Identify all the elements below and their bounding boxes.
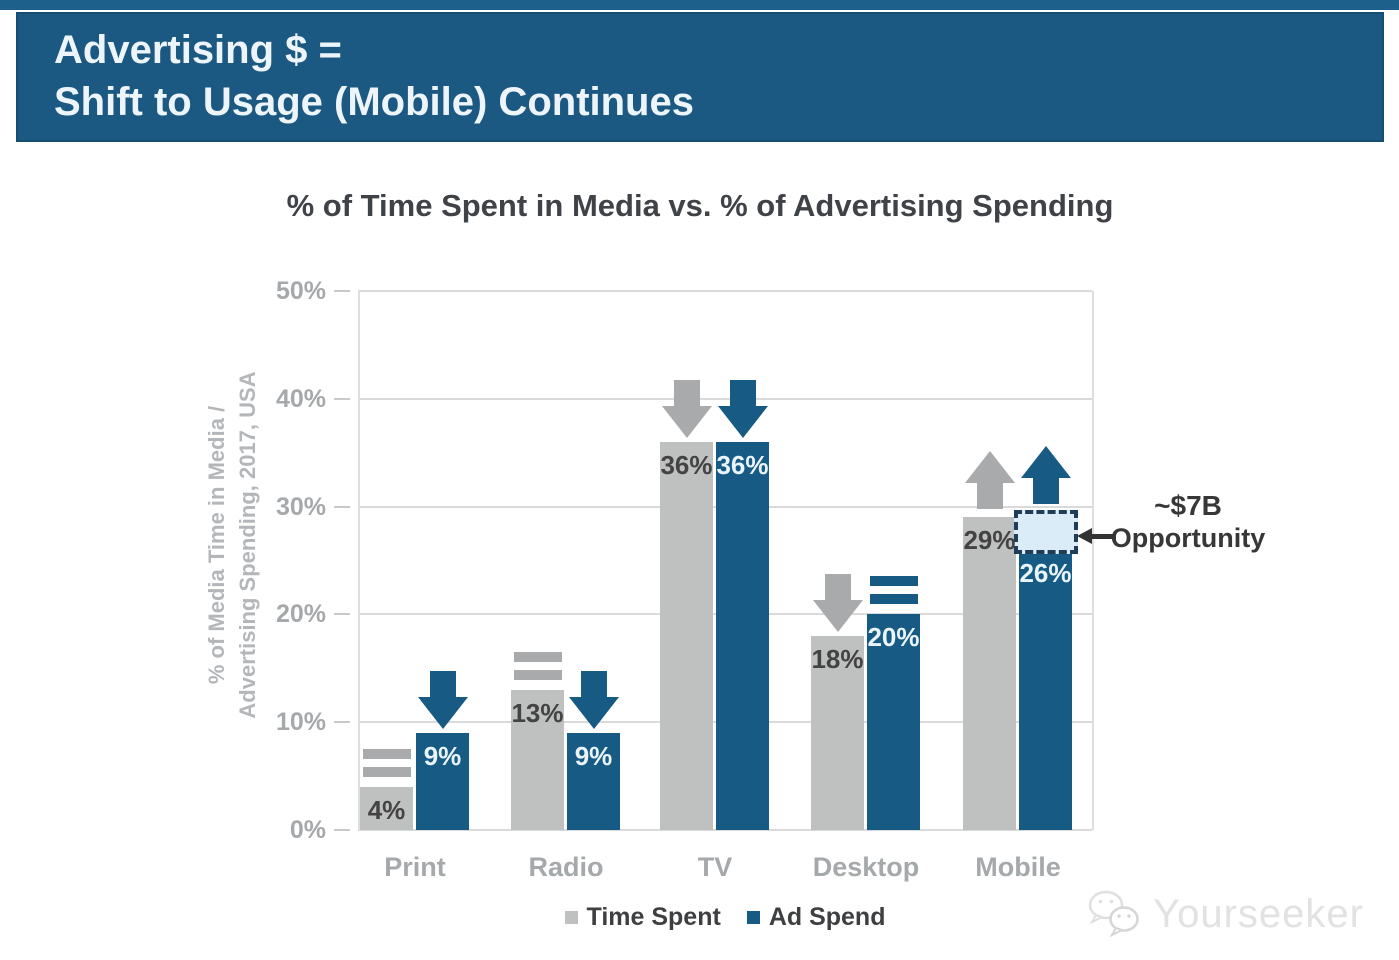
bar-value-time-spent-print: 4%	[367, 794, 406, 825]
category-label-mobile: Mobile	[975, 852, 1061, 882]
legend-label: Time Spent	[586, 903, 721, 931]
bar-time-spent-radio	[511, 689, 564, 830]
bar-value-ad-spend-print: 9%	[423, 740, 462, 771]
bar-ad-spend-radio	[567, 732, 620, 830]
gridline-50%	[358, 290, 1092, 292]
y-tick-mark	[334, 721, 350, 724]
bar-value-time-spent-desktop: 18%	[811, 643, 864, 674]
y-tick-label: 0%	[289, 816, 326, 844]
trend-ad-spend-radio-down-arrow-icon	[568, 670, 619, 729]
bar-value-ad-spend-tv: 36%	[716, 449, 769, 480]
equals-bar	[513, 669, 562, 680]
y-tick-mark	[334, 829, 350, 831]
top-edge-strip	[0, 0, 1399, 10]
opportunity-annotation: ~$7B Opportunity	[1108, 490, 1268, 554]
trend-ad-spend-tv-down-arrow-icon	[717, 379, 768, 438]
header-title-line2: Shift to Usage (Mobile) Continues	[54, 80, 694, 124]
y-tick-mark	[334, 290, 350, 292]
category-label-tv: TV	[697, 852, 733, 882]
bar-time-spent-desktop	[811, 635, 864, 830]
y-tick-mark	[334, 397, 350, 400]
bar-value-time-spent-mobile: 29%	[963, 525, 1016, 556]
y-tick-label: 10%	[275, 708, 326, 737]
gridline-0%	[358, 829, 1092, 831]
trend-time-spent-print-equals-icon	[362, 748, 411, 785]
legend: Time Spent Ad Spend	[358, 903, 1092, 932]
bar-ad-spend-mobile	[1019, 549, 1072, 830]
legend-label: Ad Spend	[768, 903, 886, 931]
bar-value-time-spent-tv: 36%	[660, 449, 713, 480]
y-tick-label: 20%	[275, 600, 326, 629]
bar-ad-spend-print	[416, 732, 469, 830]
header-title-line1: Advertising $ =	[54, 28, 342, 72]
equals-bar	[362, 766, 411, 777]
y-axis-line	[358, 291, 360, 830]
category-label-print: Print	[384, 852, 446, 882]
trend-time-spent-mobile-up-arrow-icon	[964, 451, 1015, 510]
trend-time-spent-radio-equals-icon	[513, 651, 562, 688]
legend-swatch	[746, 911, 760, 924]
trend-time-spent-tv-down-arrow-icon	[661, 379, 712, 438]
plot-right-border	[1092, 291, 1094, 830]
bar-ad-spend-desktop	[867, 614, 920, 830]
legend-item-ad-spend: Ad Spend	[746, 903, 886, 932]
bar-ad-spend-tv	[716, 441, 769, 830]
left-arrow-head	[1077, 528, 1092, 544]
trend-time-spent-desktop-down-arrow-icon	[812, 573, 863, 632]
bar-value-ad-spend-desktop: 20%	[867, 622, 920, 653]
left-arrow-icon	[1077, 528, 1117, 544]
legend-swatch	[564, 911, 578, 924]
gridline-40%	[358, 397, 1092, 400]
bar-time-spent-mobile	[963, 517, 1016, 830]
equals-bar	[869, 576, 918, 587]
equals-bar	[362, 748, 411, 759]
bar-value-ad-spend-mobile: 26%	[1019, 557, 1072, 588]
y-tick-label: 30%	[275, 492, 326, 521]
chart-title: % of Time Spent in Media vs. % of Advert…	[286, 188, 1114, 223]
watermark-text: Yourseeker	[1153, 891, 1364, 936]
watermark: Yourseeker	[1087, 890, 1364, 938]
bar-time-spent-tv	[660, 441, 713, 830]
trend-ad-spend-print-down-arrow-icon	[417, 670, 468, 729]
legend-item-time-spent: Time Spent	[564, 903, 721, 932]
opportunity-gap-box	[1014, 509, 1078, 554]
y-tick-mark	[334, 505, 350, 508]
left-arrow-shaft	[1090, 534, 1116, 539]
category-label-desktop: Desktop	[812, 852, 920, 882]
bar-value-ad-spend-radio: 9%	[574, 740, 613, 771]
y-tick-label: 50%	[275, 277, 326, 305]
trend-ad-spend-desktop-equals-icon	[869, 576, 918, 612]
category-label-radio: Radio	[528, 852, 604, 882]
equals-bar	[869, 594, 918, 605]
y-tick-mark	[334, 613, 350, 616]
equals-bar	[513, 651, 562, 662]
annotation-label: Opportunity	[1110, 523, 1266, 553]
y-tick-label: 40%	[275, 384, 326, 413]
bar-time-spent-print	[360, 786, 413, 830]
annotation-value: ~$7B	[1154, 490, 1222, 521]
bar-value-time-spent-radio: 13%	[511, 697, 564, 728]
trend-ad-spend-mobile-up-arrow-icon	[1020, 445, 1071, 504]
header-banner: Advertising $ = Shift to Usage (Mobile) …	[16, 12, 1384, 142]
wechat-chat-bubbles-icon	[1088, 890, 1139, 938]
